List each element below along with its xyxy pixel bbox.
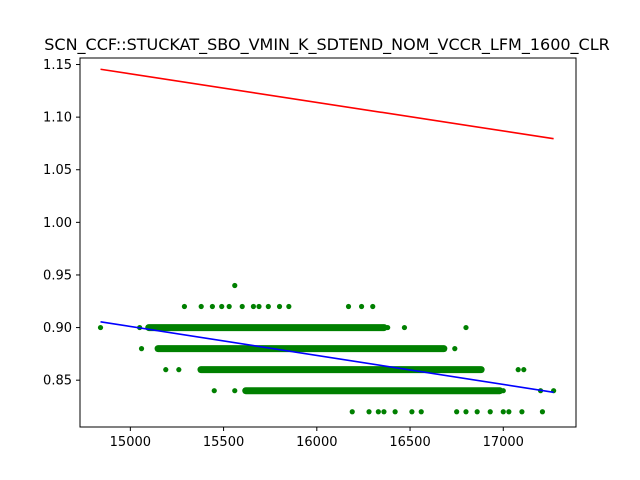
scatter-point-10 [265, 303, 271, 310]
y-tick-label-6: 1.15 [43, 58, 72, 73]
y-tick-label-5: 1.10 [43, 111, 72, 126]
scatter-point-6 [226, 303, 232, 310]
scatter-point-34 [163, 367, 169, 373]
scatter-point-2 [181, 303, 188, 310]
x-tick-label-1: 15500 [203, 435, 244, 450]
scatter-point-39 [370, 367, 376, 373]
scatter-point-63 [487, 409, 493, 415]
scatter-point-17 [165, 324, 171, 331]
scatter-point-23 [385, 324, 391, 331]
scatter-point-25 [463, 324, 469, 331]
scatter-point-49 [444, 388, 450, 394]
scatter-point-1 [232, 282, 238, 289]
scatter-point-20 [314, 324, 320, 331]
scatter-point-48 [388, 388, 394, 394]
y-tick-label-0: 0.85 [43, 374, 72, 389]
plot-area [97, 68, 557, 415]
y-tick-label-2: 0.95 [43, 268, 72, 283]
scatter-point-18 [202, 324, 208, 331]
scatter-point-12 [286, 303, 292, 310]
scatter-point-50 [500, 388, 506, 394]
scatter-point-30 [332, 346, 339, 352]
y-tick-label-4: 1.05 [43, 163, 72, 178]
scatter-point-8 [250, 303, 257, 310]
scatter-band-2 [197, 366, 485, 374]
scatter-point-13 [345, 303, 352, 310]
scatter-point-53 [349, 409, 355, 415]
scatter-point-47 [332, 388, 339, 394]
scatter-point-64 [500, 409, 506, 415]
scatter-point-22 [370, 324, 376, 331]
scatter-point-66 [519, 409, 525, 415]
y-tick-label-1: 0.90 [43, 321, 72, 336]
scatter-point-56 [381, 409, 387, 415]
scatter-point-42 [515, 367, 521, 373]
scatter-point-24 [401, 324, 408, 331]
scatter-point-38 [314, 367, 320, 373]
scatter-point-19 [258, 324, 264, 331]
scatter-point-46 [276, 388, 283, 394]
scatter-point-27 [165, 346, 171, 352]
plot-frame [79, 57, 577, 428]
scatter-point-62 [474, 409, 480, 415]
scatter-point-57 [392, 409, 398, 415]
scatter-point-35 [176, 367, 182, 373]
scatter-point-7 [239, 303, 245, 310]
scatter-point-21 [351, 324, 357, 331]
x-tick-label-2: 16000 [296, 435, 337, 450]
scatter-point-60 [454, 409, 460, 415]
scatter-point-54 [366, 409, 372, 415]
scatter-point-26 [138, 346, 145, 352]
scatter-point-31 [388, 346, 394, 352]
y-tick-label-3: 1.00 [43, 216, 72, 231]
scatter-point-28 [220, 346, 227, 352]
scatter-point-14 [358, 303, 365, 310]
scatter-point-36 [202, 367, 208, 373]
upper-trend-line [100, 68, 554, 140]
scatter-band-1 [154, 345, 448, 353]
scatter-point-59 [418, 409, 424, 415]
scatter-point-0 [97, 324, 104, 331]
scatter-point-37 [258, 367, 264, 373]
scatter-point-3 [198, 303, 204, 310]
scatter-point-4 [209, 303, 215, 310]
scatter-point-15 [370, 303, 376, 310]
scatter-point-5 [219, 303, 225, 310]
scatter-point-33 [452, 346, 458, 352]
scatter-point-40 [426, 367, 432, 373]
scatter-point-61 [463, 409, 469, 415]
x-axis: 15000 15500 16000 16500 17000 [110, 427, 524, 450]
scatter-band-3 [242, 387, 504, 395]
scatter-point-67 [539, 409, 546, 415]
scatter-point-45 [232, 388, 238, 394]
scatter-point-32 [426, 346, 432, 352]
y-axis: 0.85 0.90 0.95 1.00 1.05 1.10 1.15 [43, 58, 80, 389]
scatter-point-65 [506, 409, 512, 415]
lower-trend-line [100, 320, 554, 394]
chart-title: SCN_CCF::STUCKAT_SBO_VMIN_K_SDTEND_NOM_V… [44, 35, 610, 55]
x-tick-label-3: 16500 [389, 435, 430, 450]
x-tick-label-0: 15000 [110, 435, 151, 450]
scatter-point-43 [521, 367, 527, 373]
scatter-point-58 [409, 409, 415, 415]
x-tick-label-4: 17000 [483, 435, 524, 450]
scatter-point-41 [478, 367, 484, 373]
scatter-point-55 [375, 409, 381, 415]
scatter-point-44 [211, 388, 217, 394]
scatter-point-9 [256, 303, 262, 310]
scatter-point-11 [276, 303, 283, 310]
scatter-band-0 [145, 324, 388, 332]
